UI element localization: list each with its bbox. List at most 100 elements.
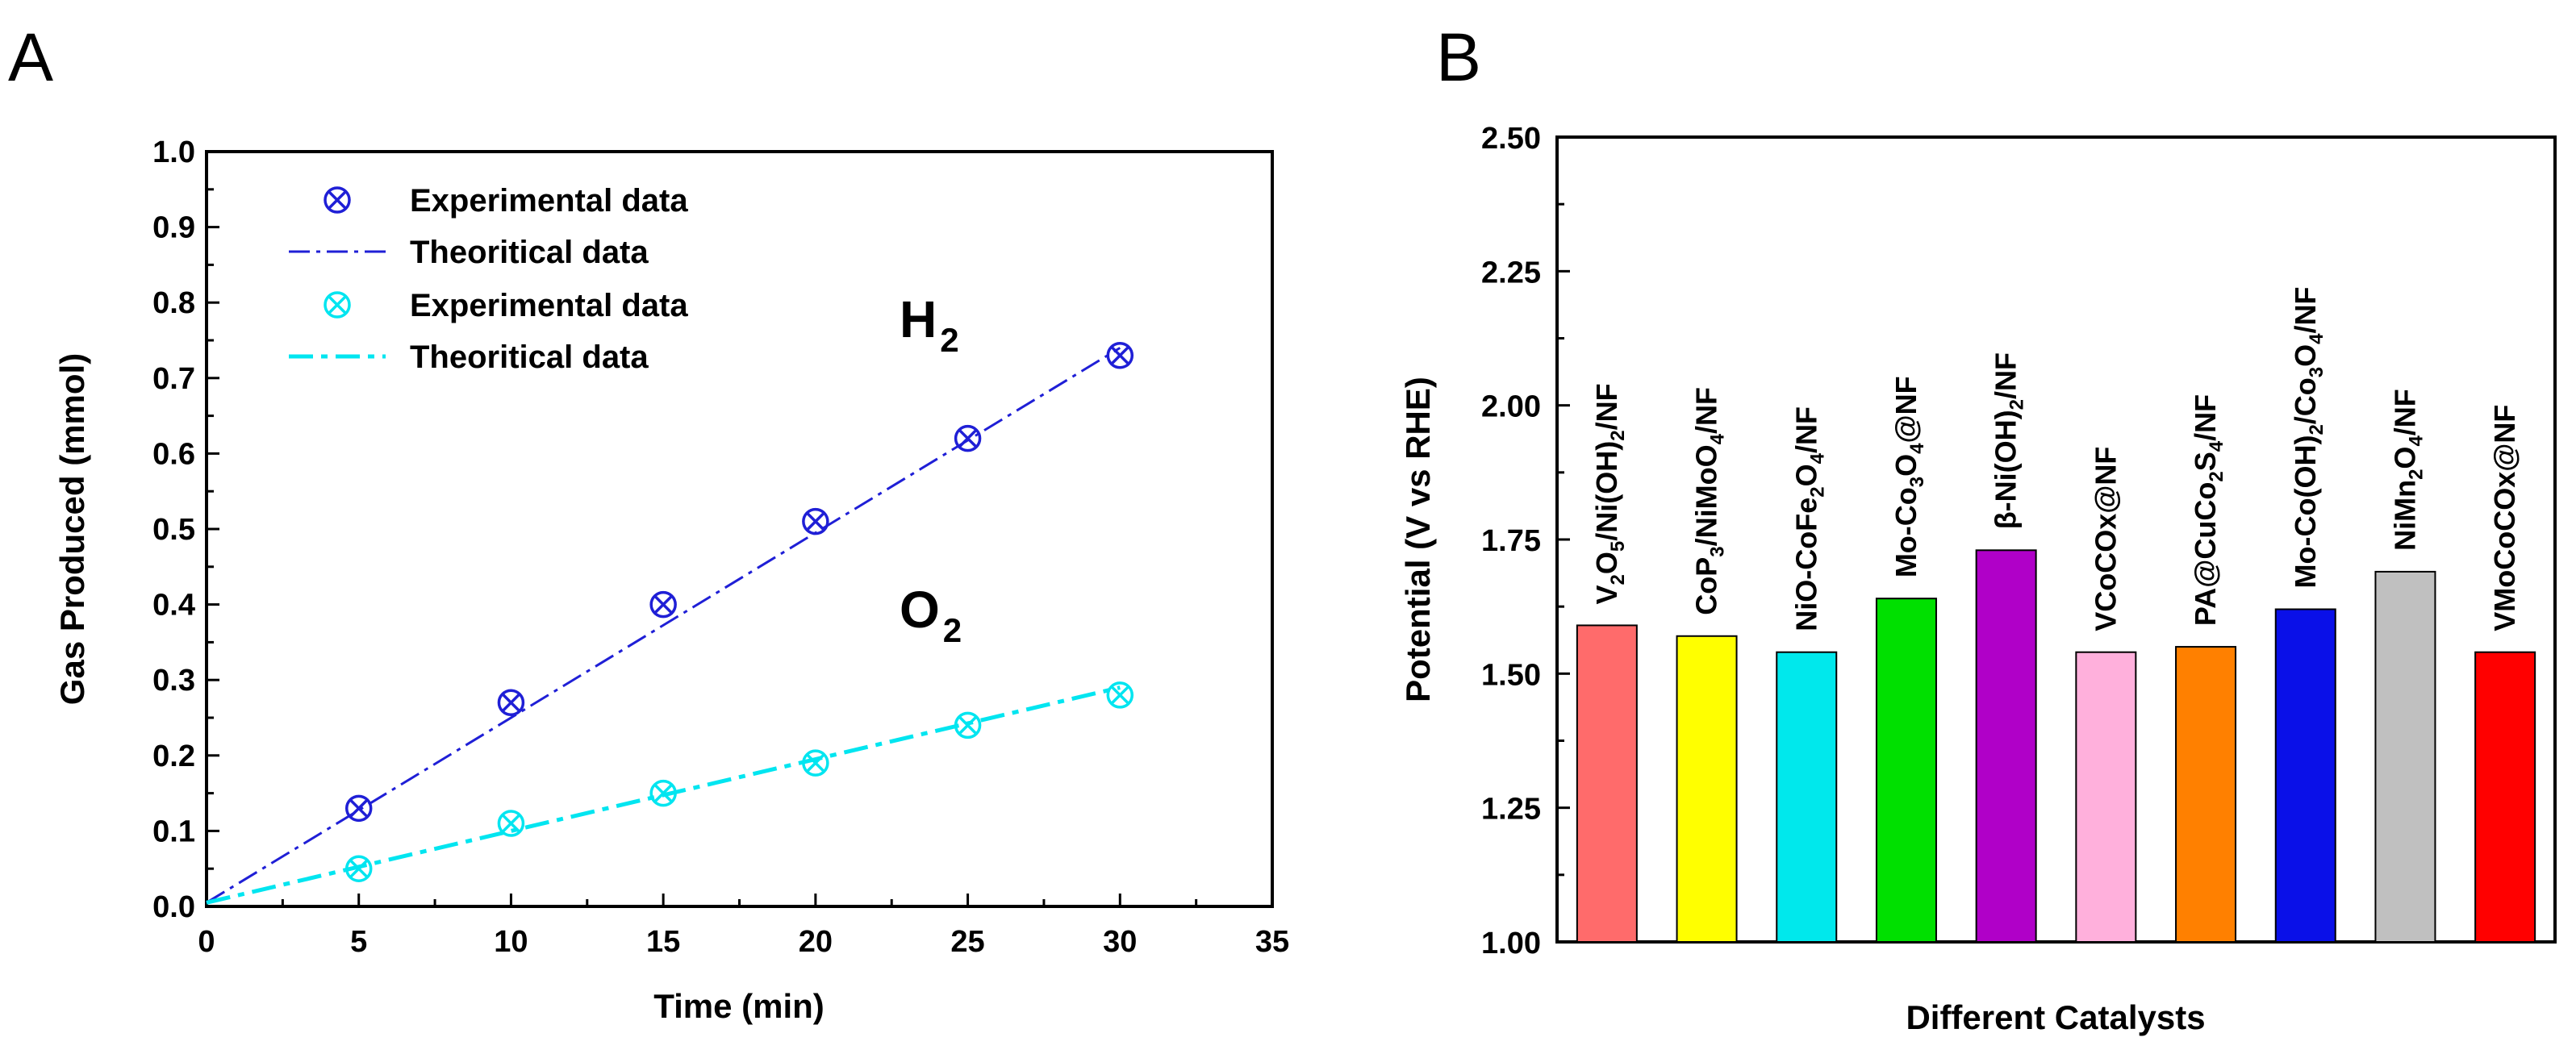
marker-circle <box>649 590 677 619</box>
h2-data-point <box>649 590 677 619</box>
o2-series-label: O2 <box>900 581 962 649</box>
o2-data-point <box>497 810 525 837</box>
y-tick-label: 1.0 <box>152 135 195 169</box>
marker-circle <box>954 424 982 452</box>
catalyst-bar <box>2374 570 2436 943</box>
y-tick-label: 0.2 <box>152 739 195 773</box>
marker-circle <box>1106 681 1134 709</box>
o2-data-point <box>954 711 982 739</box>
catalyst-label: PA@CuCo2S4/NF <box>2189 394 2227 626</box>
catalyst-bar <box>1776 651 1838 943</box>
o2-data-point <box>1106 681 1134 709</box>
h2-data-point <box>954 424 982 452</box>
x-tick-label: 35 <box>1255 925 1289 959</box>
marker-circle <box>802 749 829 777</box>
x-tick-label: 0 <box>198 925 215 959</box>
y-tick-label: 0.9 <box>152 211 195 245</box>
catalyst-bar <box>1975 549 2037 943</box>
panel-a-label: A <box>8 19 53 95</box>
marker-cross <box>806 511 825 531</box>
x-tick-label: 15 <box>646 925 680 959</box>
marker-cross <box>653 594 673 614</box>
legend-label: Theoritical data <box>410 340 649 375</box>
catalyst-label: NiMn2O4/NF <box>2388 389 2427 551</box>
catalyst-bar <box>1576 624 1638 943</box>
legend-marker <box>324 291 351 319</box>
panel-b-bars <box>1576 549 2536 943</box>
marker-cross <box>1110 345 1130 365</box>
h2-data-point <box>1106 341 1134 369</box>
catalyst-label: Mo-Co(OH)2/Co3O4/NF <box>2289 286 2328 588</box>
panel-b-bar-labels: V2O5/Ni(OH)2/NF CoP3/NiMoO4/NF NiO-CoFe2O4… <box>1590 286 2521 631</box>
marker-circle <box>497 689 525 717</box>
h2-theoretical-line <box>206 347 1121 904</box>
marker-cross <box>1110 685 1130 705</box>
marker-circle <box>1106 341 1134 369</box>
marker-cross <box>349 859 369 879</box>
y-tick-label: 1.00 <box>1481 927 1541 960</box>
catalyst-label: VCoCOx@NF <box>2089 447 2122 631</box>
marker-circle <box>344 855 373 882</box>
h2-data-point <box>497 689 525 717</box>
panel-b-y-axis-title: Potential (V vs RHE) <box>1399 377 1437 702</box>
legend-label: Experimental data <box>410 288 688 323</box>
marker-circle <box>802 507 829 535</box>
o2-data-point <box>802 749 829 777</box>
catalyst-bar <box>2175 646 2237 943</box>
y-tick-label: 1.50 <box>1481 658 1541 692</box>
y-tick-label: 0.4 <box>152 589 195 623</box>
y-tick-label: 0.5 <box>152 513 195 547</box>
x-tick-label: 25 <box>950 925 984 959</box>
panel-a-plot-frame <box>205 150 1274 908</box>
h2-data-point <box>802 507 829 535</box>
y-tick-label: 0.0 <box>152 890 195 924</box>
y-tick-label: 1.25 <box>1481 793 1541 827</box>
panel-b-x-axis-title: Different Catalysts <box>1906 998 2205 1036</box>
marker-cross <box>501 693 521 713</box>
h2-series-label: H2 <box>900 290 959 359</box>
panel-a-experimental-points <box>344 341 1134 882</box>
y-tick-label: 2.50 <box>1481 122 1541 156</box>
x-tick-label: 10 <box>494 925 528 959</box>
o2-data-point <box>649 779 677 807</box>
catalyst-label: CoP3/NiMoO4/NF <box>1690 387 1729 615</box>
panel-a-x-ticks: 0 5 10 15 20 25 30 35 <box>198 894 1289 959</box>
legend-label: Experimental data <box>410 183 688 219</box>
panel-a-legend: Experimental data Theoritical data Experim… <box>289 183 688 375</box>
h2-data-point <box>344 794 373 823</box>
panel-a-chart: A 0 5 10 15 20 25 30 35 0.00.10.20.30.40.50.60.… <box>8 19 1289 1025</box>
marker-cross <box>328 190 347 210</box>
marker-circle <box>344 794 373 823</box>
x-tick-label: 20 <box>799 925 833 959</box>
marker-cross <box>958 715 978 735</box>
marker-circle <box>324 186 351 214</box>
marker-cross <box>328 295 347 315</box>
catalyst-label: VMoCoCOx@NF <box>2488 405 2521 631</box>
panel-a-y-axis-title: Gas Produced (mmol) <box>53 353 91 705</box>
marker-cross <box>501 814 521 833</box>
panel-b-label: B <box>1436 19 1481 95</box>
catalyst-bar <box>1875 598 1937 943</box>
marker-circle <box>324 291 351 319</box>
marker-cross <box>349 798 369 819</box>
o2-data-point <box>344 855 373 882</box>
panel-b-chart: B 1.00 1.25 1.50 1.75 2.00 2.25 2.50 V2O5/Ni(O… <box>1399 19 2557 1036</box>
y-tick-label: 2.00 <box>1481 390 1541 424</box>
y-tick-label: 0.6 <box>152 437 195 471</box>
catalyst-bar <box>2474 651 2536 943</box>
x-tick-label: 30 <box>1103 925 1137 959</box>
panel-a-x-axis-title: Time (min) <box>653 987 825 1025</box>
y-tick-label: 0.7 <box>152 362 195 396</box>
catalyst-bar <box>1676 635 1738 943</box>
catalyst-label: V2O5/Ni(OH)2/NF <box>1590 383 1629 604</box>
legend-label: Theoritical data <box>410 235 649 270</box>
marker-circle <box>497 810 525 837</box>
y-tick-label: 1.75 <box>1481 524 1541 558</box>
catalyst-bar <box>2274 608 2336 943</box>
y-tick-label: 0.3 <box>152 664 195 698</box>
marker-cross <box>653 783 673 803</box>
panel-b-y-ticks: 1.00 1.25 1.50 1.75 2.00 2.25 2.50 <box>1481 122 1570 960</box>
panel-a-theoretical-lines <box>206 347 1121 905</box>
catalyst-label: NiO-CoFe2O4/NF <box>1789 406 1828 631</box>
